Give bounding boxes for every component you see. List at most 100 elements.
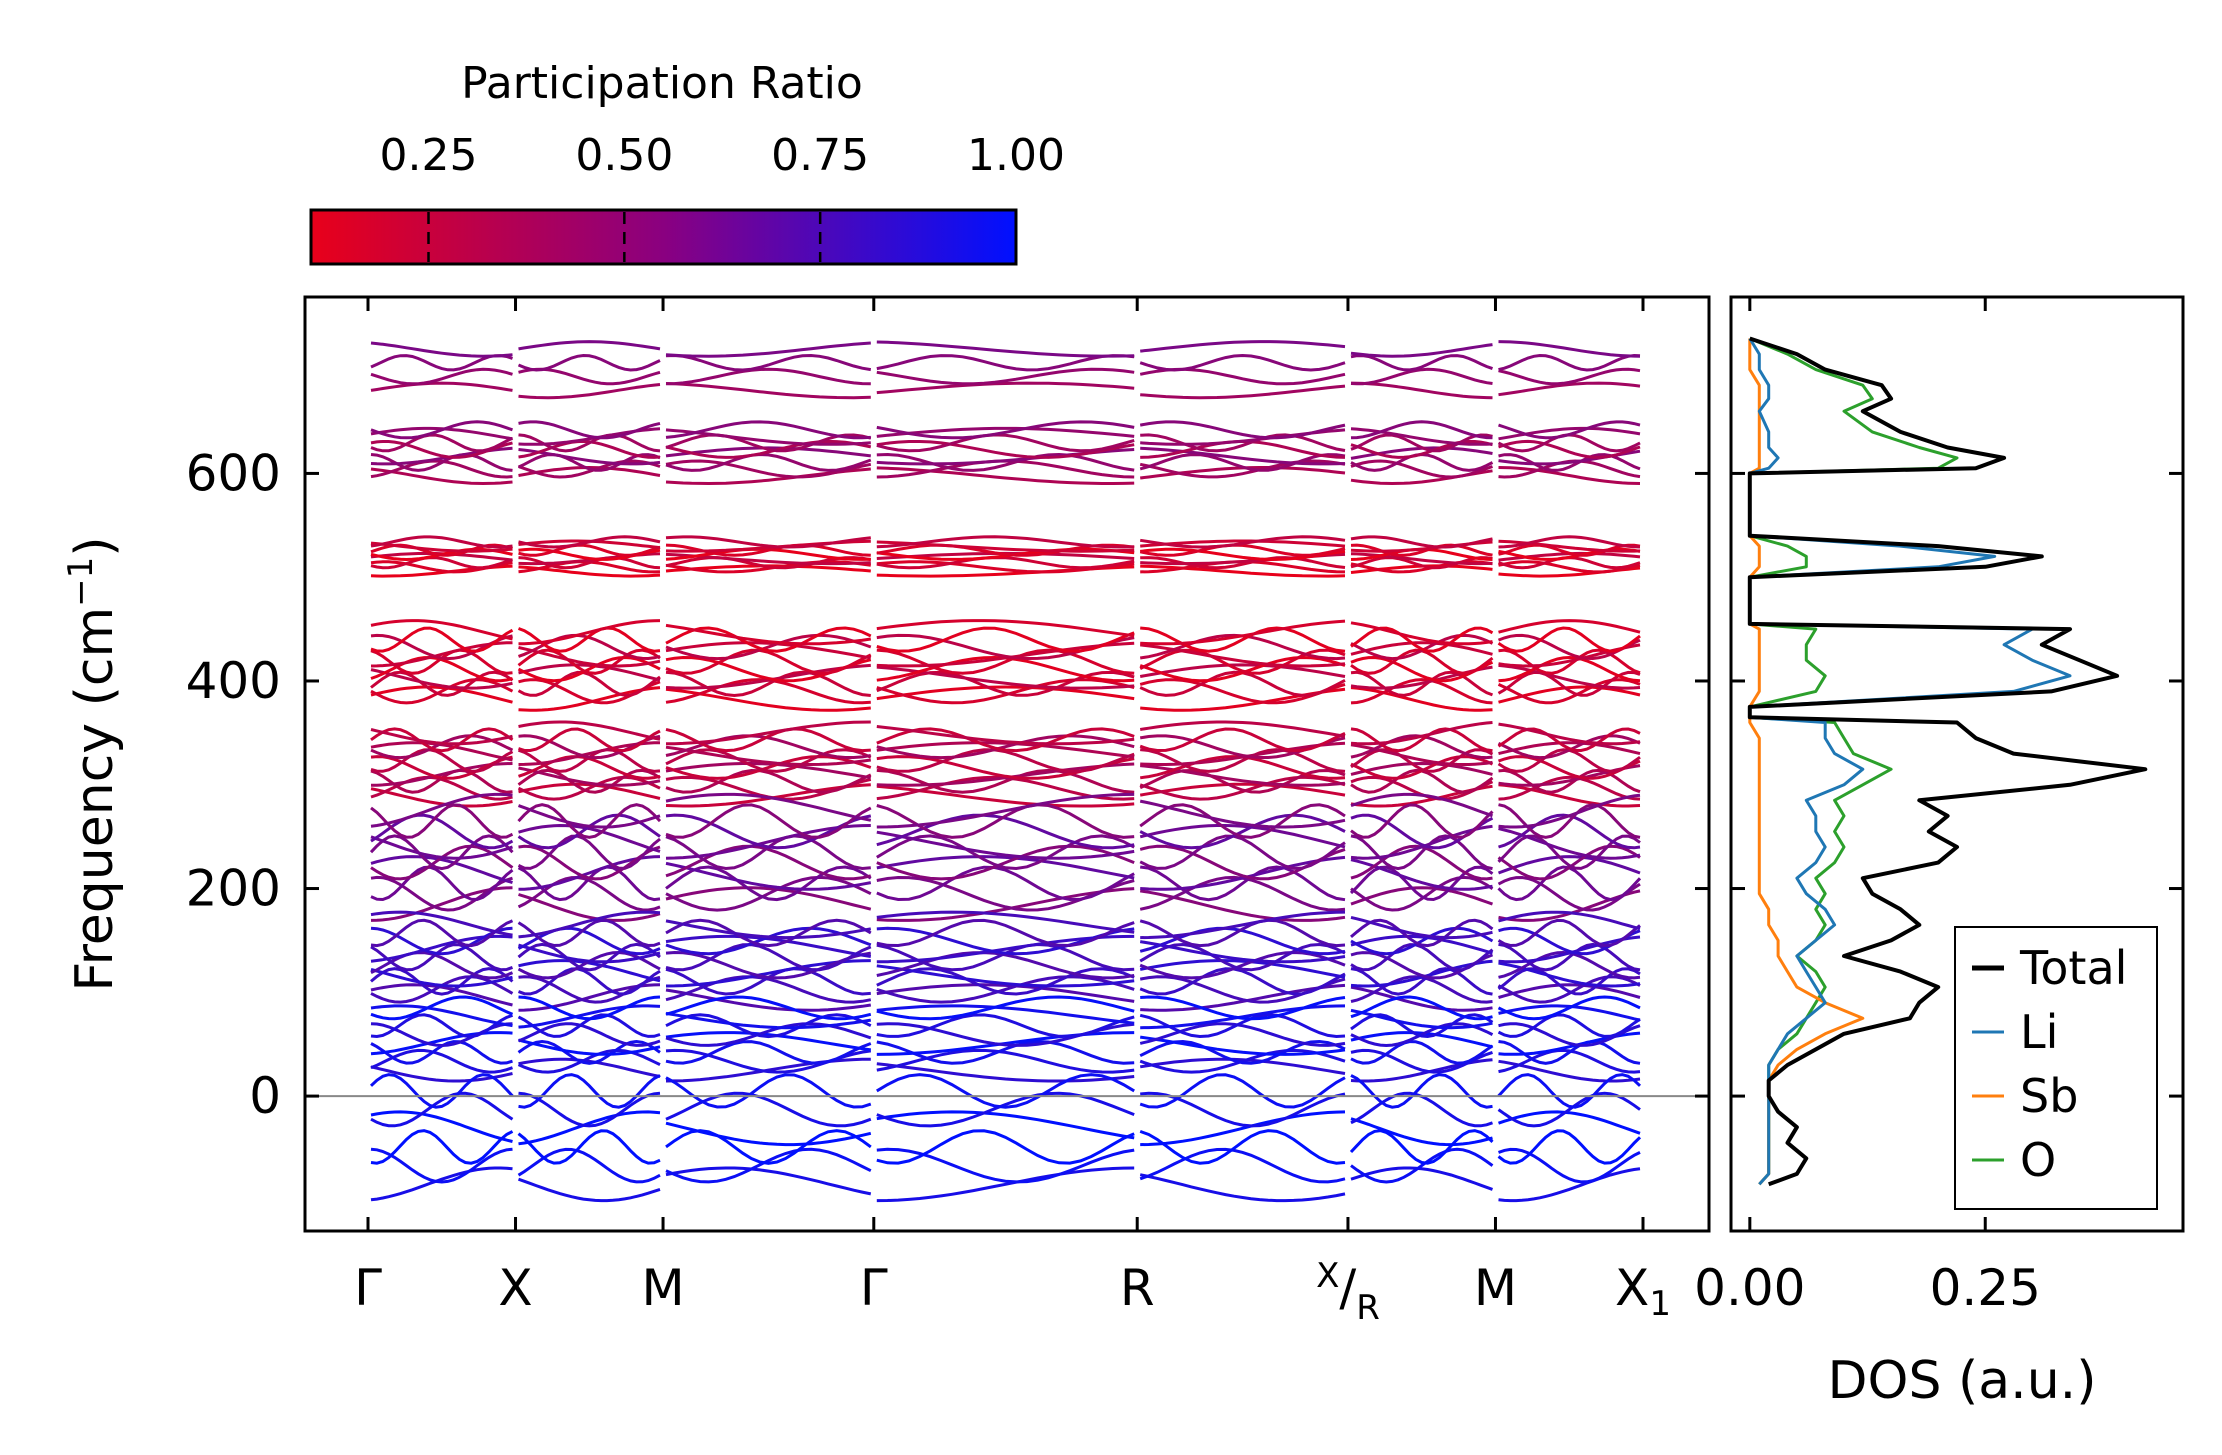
phonon-band [1350, 721, 1493, 746]
phonon-band [665, 1040, 872, 1065]
phonon-band [517, 834, 661, 870]
phonon-band [876, 367, 1135, 386]
frequency-axis: 0 200 400 600 [186, 444, 1709, 1125]
phonon-band [1350, 560, 1493, 574]
phonon-band [518, 340, 661, 351]
phonon-band [876, 967, 1135, 996]
phonon-band [370, 855, 513, 885]
phonon-band [1497, 1013, 1641, 1038]
phonon-band [665, 1013, 872, 1039]
phonon-band [1350, 727, 1493, 753]
phonon-band [1498, 783, 1641, 808]
phonon-band [1497, 875, 1641, 912]
phonon-band [370, 910, 513, 937]
phonon-band [370, 943, 514, 972]
phonon-band [876, 556, 1135, 570]
phonon-band [518, 995, 661, 1021]
dos-line-total [1747, 336, 2148, 1187]
phonon-band [517, 648, 661, 675]
phonon-band [1139, 1035, 1346, 1056]
phonon-band [1498, 1039, 1641, 1065]
phonon-band [370, 951, 514, 980]
phonon-band [1498, 741, 1641, 756]
phonon-band [665, 633, 872, 661]
phonon-band [1139, 782, 1346, 797]
phonon-band [1498, 353, 1641, 372]
phonon-band [1139, 459, 1346, 479]
phonon-band [370, 619, 513, 641]
phonon-band [1498, 793, 1641, 829]
phonon-band [518, 383, 661, 400]
phonon-band [370, 835, 513, 860]
phonon-band [665, 1121, 872, 1147]
legend-frame [1954, 926, 2158, 1210]
phonon-band [876, 354, 1135, 372]
colorbar: Participation Ratio 0.25 0.50 0.75 1.00 [309, 58, 1065, 266]
phonon-band [1498, 453, 1641, 472]
phonon-band [1350, 343, 1493, 358]
phonon-band [665, 988, 872, 1012]
phonon-band [876, 381, 1135, 395]
phonon-band [876, 340, 1135, 358]
phonon-band [369, 834, 514, 871]
phonon-band [1349, 1129, 1494, 1165]
phonon-band [1497, 1091, 1641, 1128]
phonon-band [1350, 686, 1493, 712]
phonon-band [665, 535, 871, 549]
phonon-band [1140, 433, 1346, 453]
phonon-band [1139, 967, 1346, 996]
phonon-band [665, 865, 872, 902]
phonon-band [1139, 420, 1346, 440]
phonon-band [1139, 834, 1346, 870]
phonon-band [1350, 1147, 1494, 1184]
phonon-band [665, 420, 871, 440]
phonon-band [1140, 995, 1346, 1021]
phonon-band [1139, 865, 1346, 902]
colorbar-tick-label: 1.00 [967, 130, 1065, 181]
phonon-band [665, 950, 872, 980]
phonon-band [876, 1073, 1135, 1109]
phonon-band [517, 1022, 661, 1047]
phonon-band [1350, 535, 1493, 549]
phonon-band [876, 1110, 1135, 1140]
phonon-band [518, 975, 661, 1004]
phonon-band [370, 865, 514, 902]
phonon-band [518, 943, 661, 964]
phonon-band [518, 420, 661, 440]
y-tick-label: 600 [186, 444, 281, 502]
phonon-band [876, 926, 1135, 956]
phonon-band [1139, 663, 1346, 678]
phonon-band [1139, 950, 1346, 980]
phonon-band [1350, 420, 1493, 440]
phonon-band [370, 748, 514, 773]
phonon-band [1140, 1091, 1346, 1128]
phonon-band [517, 1129, 661, 1165]
phonon-band [876, 619, 1135, 638]
phonon-band [876, 734, 1135, 760]
phonon-band [518, 893, 661, 922]
phonon-band [370, 556, 513, 570]
phonon-band [876, 834, 1135, 871]
phonon-band [1498, 420, 1641, 440]
phonon-band [517, 353, 661, 372]
phonon-band [518, 734, 661, 760]
phonon-band [665, 623, 872, 646]
phonon-band [370, 926, 513, 956]
phonon-band [876, 975, 1135, 1004]
phonon-band [1498, 775, 1641, 801]
y-tick-label: 400 [186, 652, 281, 710]
phonon-band [518, 910, 661, 939]
phonon-band [876, 535, 1135, 549]
phonon-band [518, 823, 661, 853]
phonon-band [1350, 552, 1493, 566]
phonon-band [518, 1073, 661, 1109]
phonon-band [1350, 670, 1494, 697]
phonon-band [876, 1048, 1135, 1074]
phonon-band [1498, 648, 1641, 675]
colorbar-ticks: 0.25 0.50 0.75 1.00 [380, 130, 1065, 262]
phonon-band [876, 1004, 1135, 1025]
dos-line-o [1748, 337, 1959, 1186]
phonon-band [876, 918, 1135, 948]
phonon-band [1139, 959, 1346, 979]
